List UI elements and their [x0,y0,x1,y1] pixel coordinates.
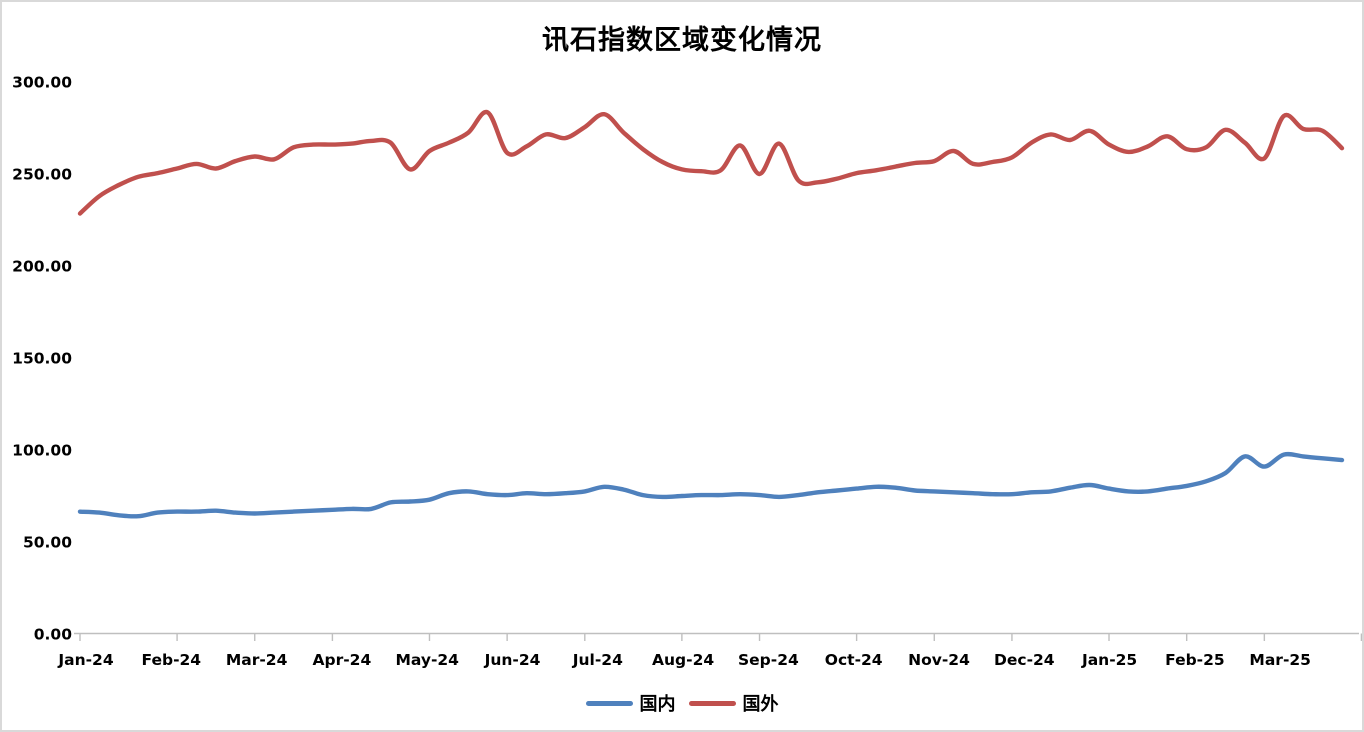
chart-title: 讯石指数区域变化情况 [542,25,822,56]
legend-label-foreign: 国外 [742,694,779,715]
x-axis-label: Jan-24 [57,651,113,669]
chart-legend: 国内 国外 [2,690,1362,716]
x-axis-label: Aug-24 [652,651,714,669]
y-axis-label: 300.00 [12,74,72,92]
x-axis-label: Apr-24 [313,651,372,669]
legend-swatch-foreign [688,700,736,706]
x-axis-label: Jan-25 [1081,651,1137,669]
x-axis-label: Sep-24 [738,651,799,669]
x-axis-label: Jul-24 [572,651,623,669]
x-axis-label: Dec-24 [994,651,1055,669]
legend-item-domestic: 国内 [585,690,676,716]
x-axis-label: May-24 [395,651,459,669]
x-axis-label: Feb-25 [1165,651,1225,669]
x-axis-label: Mar-24 [226,651,288,669]
domestic-series-line [77,451,1345,519]
x-axis-label: Oct-24 [825,651,883,669]
legend-item-foreign: 国外 [688,690,779,716]
legend-label-domestic: 国内 [639,694,676,715]
x-axis-label: Mar-25 [1249,651,1311,669]
y-axis-label: 250.00 [12,166,72,184]
foreign-series-line [77,109,1345,216]
y-axis-label: 150.00 [12,350,72,368]
x-axis-label: Jun-24 [484,651,541,669]
y-axis-label: 0.00 [34,626,72,644]
y-axis-label: 100.00 [12,442,72,460]
y-axis-label: 50.00 [23,534,72,552]
x-axis-label: Feb-24 [142,651,202,669]
y-axis-label: 200.00 [12,258,72,276]
legend-swatch-domestic [585,700,633,706]
x-axis-label: Nov-24 [908,651,970,669]
